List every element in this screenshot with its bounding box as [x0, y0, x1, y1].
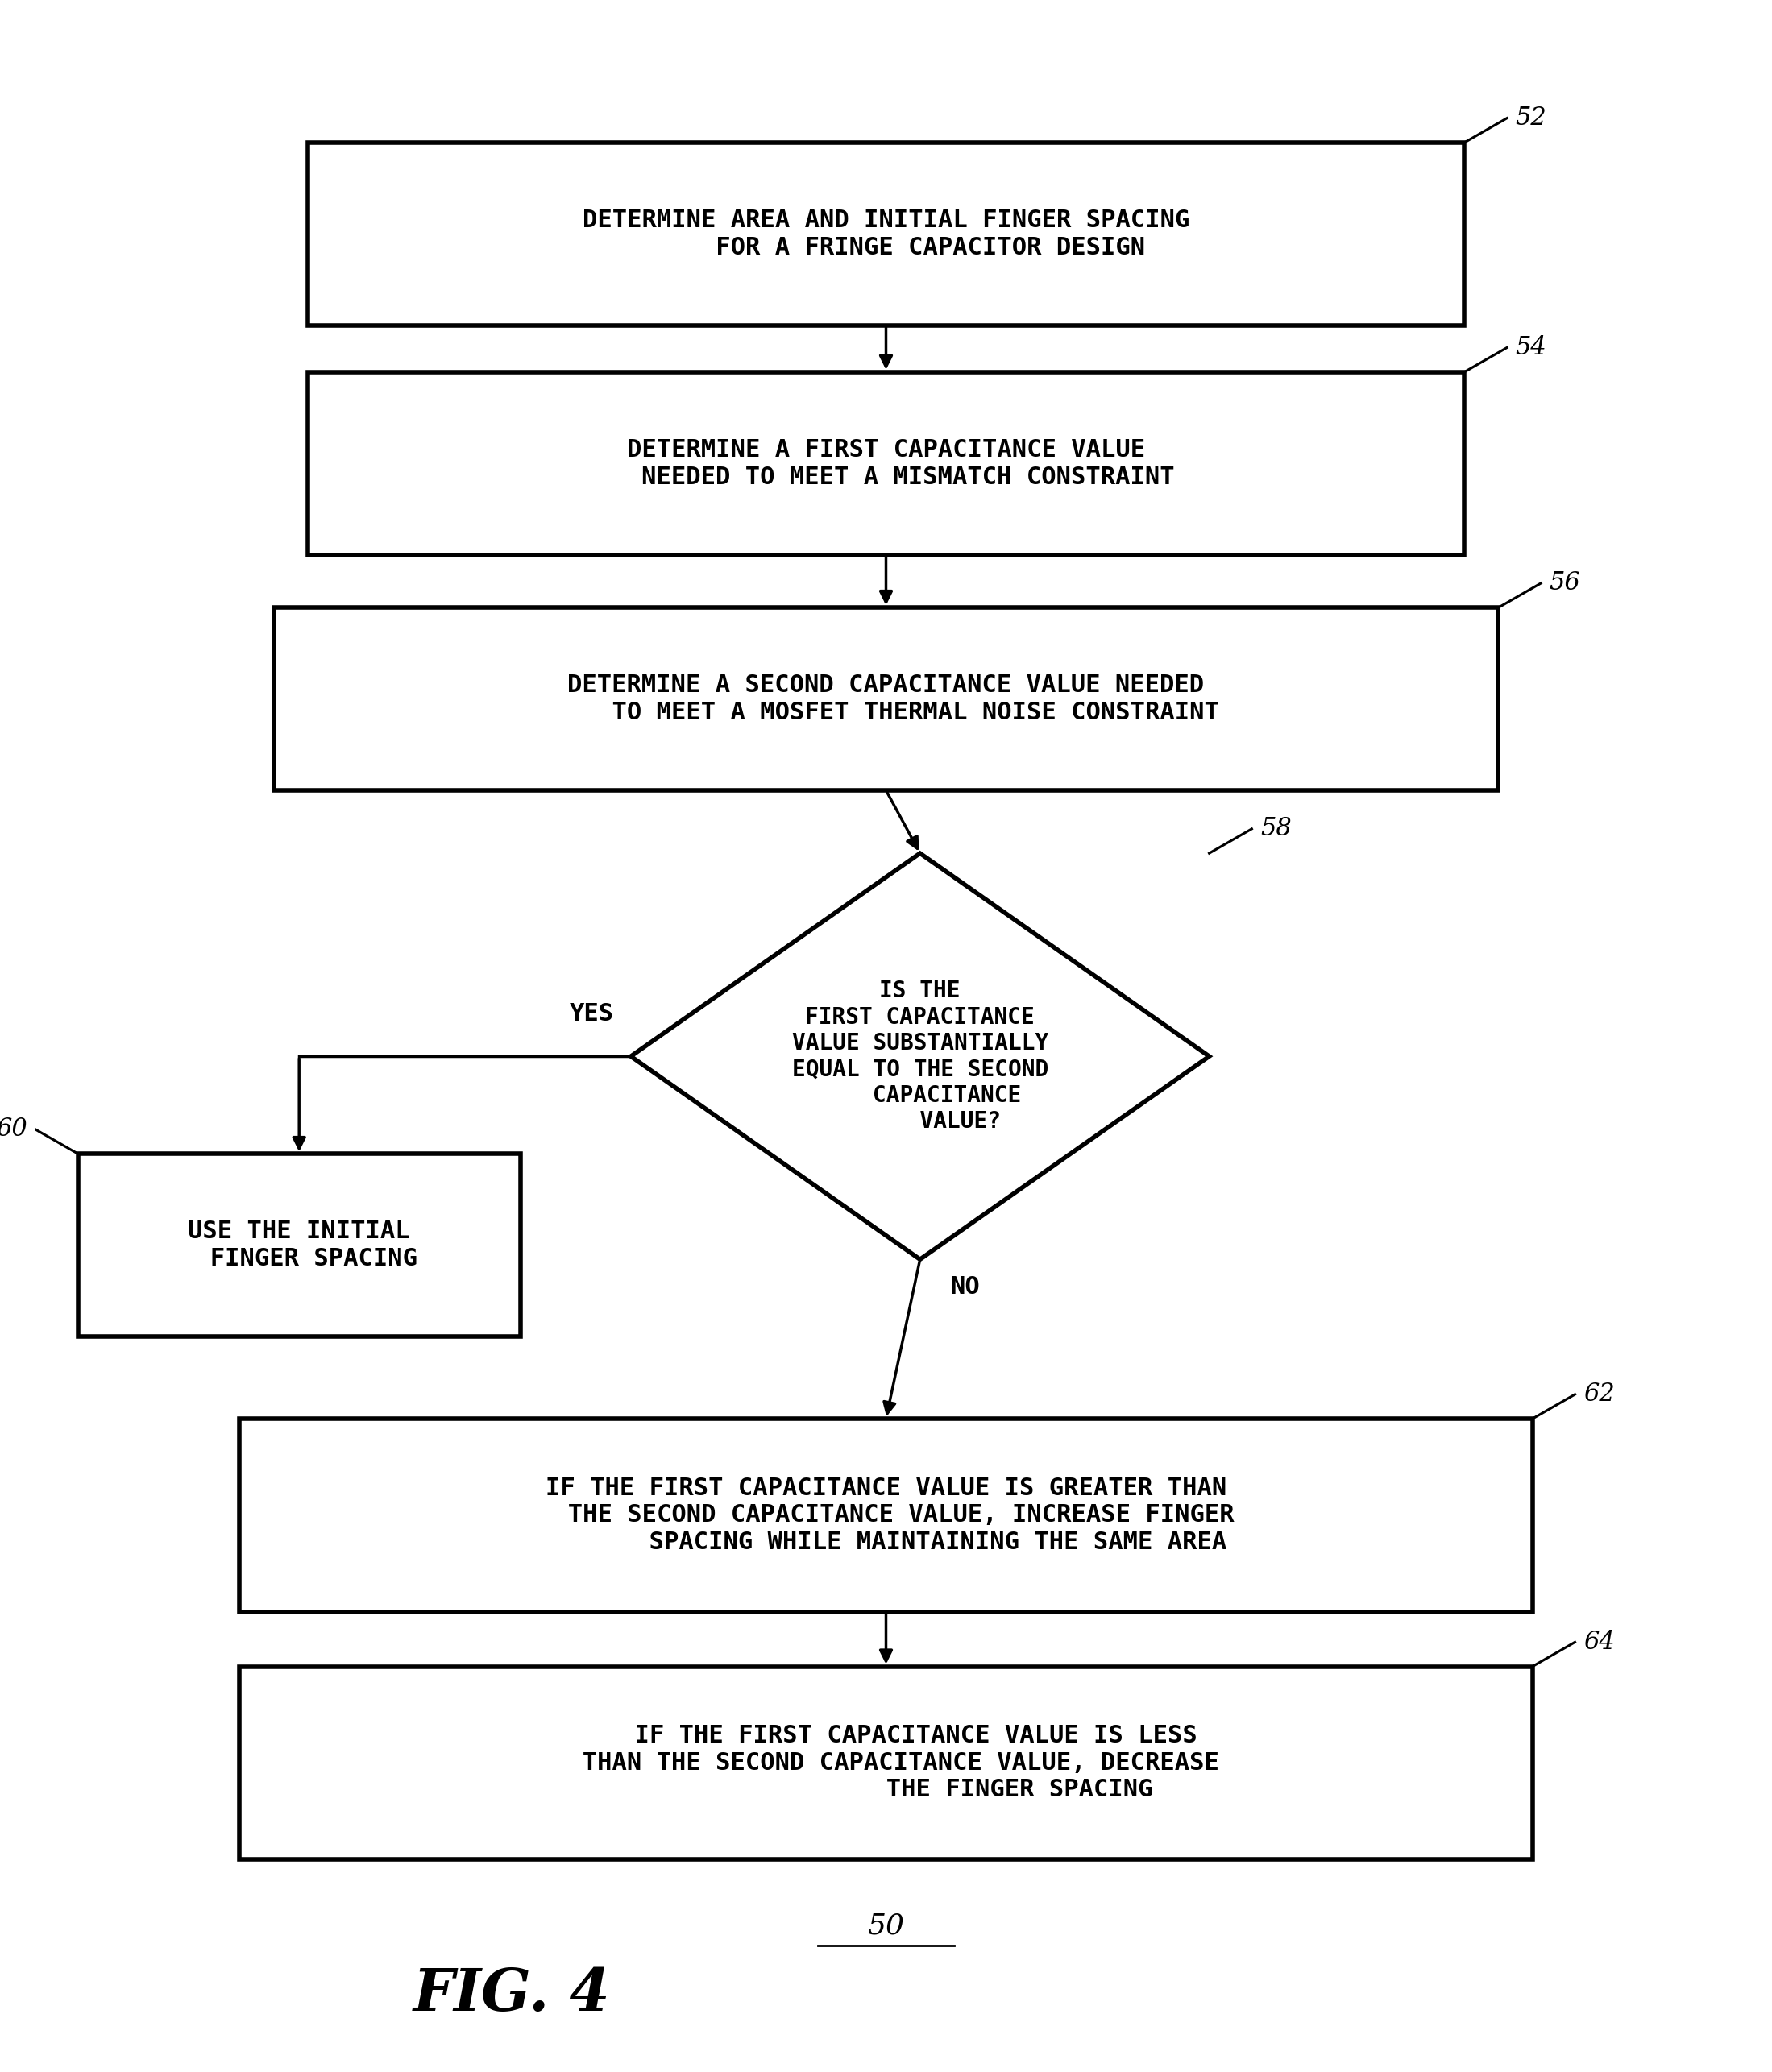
Text: NO: NO	[950, 1276, 980, 1299]
Bar	[308, 143, 1464, 325]
Text: 54: 54	[1515, 336, 1547, 361]
Text: FIG. 4: FIG. 4	[413, 1966, 610, 2022]
Text: 62: 62	[1584, 1382, 1614, 1407]
Bar	[239, 1419, 1533, 1612]
Text: 56: 56	[1549, 570, 1581, 595]
Bar	[308, 373, 1464, 555]
Text: 50: 50	[868, 1912, 904, 1939]
Text: 64: 64	[1584, 1631, 1614, 1656]
Text: IF THE FIRST CAPACITANCE VALUE IS GREATER THAN
  THE SECOND CAPACITANCE VALUE, I: IF THE FIRST CAPACITANCE VALUE IS GREATE…	[539, 1477, 1233, 1554]
Bar	[273, 607, 1499, 789]
Text: 60: 60	[0, 1117, 27, 1142]
Text: DETERMINE AREA AND INITIAL FINGER SPACING
      FOR A FRINGE CAPACITOR DESIGN: DETERMINE AREA AND INITIAL FINGER SPACIN…	[583, 209, 1189, 259]
Text: YES: YES	[569, 1003, 613, 1026]
Text: USE THE INITIAL
  FINGER SPACING: USE THE INITIAL FINGER SPACING	[181, 1220, 418, 1270]
Text: IS THE
FIRST CAPACITANCE
VALUE SUBSTANTIALLY
EQUAL TO THE SECOND
    CAPACITANCE: IS THE FIRST CAPACITANCE VALUE SUBSTANTI…	[792, 980, 1049, 1133]
Text: DETERMINE A SECOND CAPACITANCE VALUE NEEDED
    TO MEET A MOSFET THERMAL NOISE C: DETERMINE A SECOND CAPACITANCE VALUE NEE…	[553, 673, 1219, 723]
Bar	[239, 1666, 1533, 1859]
Text: DETERMINE A FIRST CAPACITANCE VALUE
   NEEDED TO MEET A MISMATCH CONSTRAINT: DETERMINE A FIRST CAPACITANCE VALUE NEED…	[597, 437, 1175, 489]
Text: 52: 52	[1515, 106, 1547, 131]
Text: 58: 58	[1260, 816, 1292, 841]
Bar	[78, 1154, 521, 1336]
Polygon shape	[631, 854, 1209, 1260]
Text: IF THE FIRST CAPACITANCE VALUE IS LESS
  THAN THE SECOND CAPACITANCE VALUE, DECR: IF THE FIRST CAPACITANCE VALUE IS LESS T…	[553, 1724, 1219, 1803]
